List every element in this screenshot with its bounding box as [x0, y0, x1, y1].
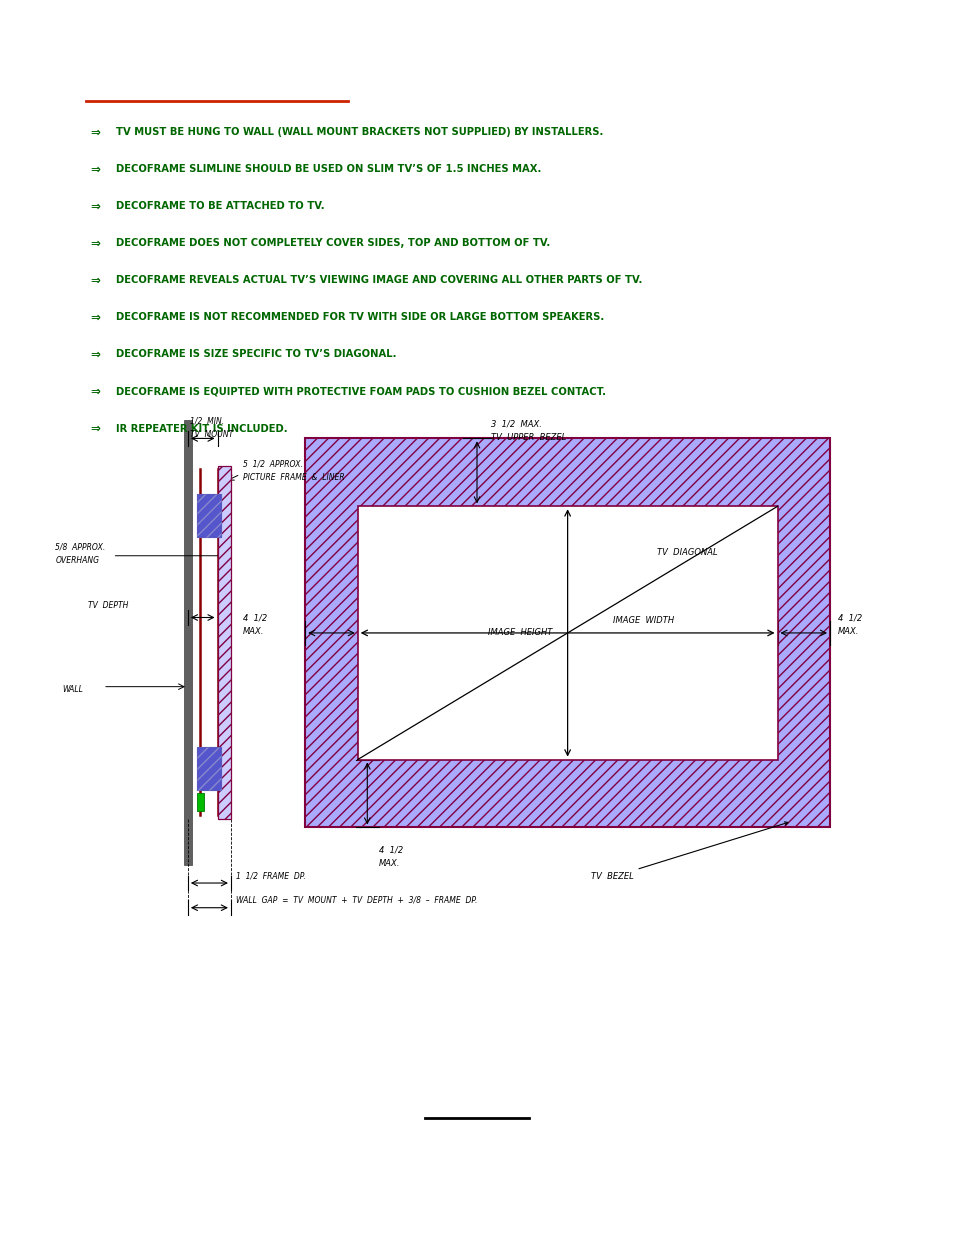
- Text: 5/8  APPROX.: 5/8 APPROX.: [55, 542, 106, 552]
- Text: TV MUST BE HUNG TO WALL (WALL MOUNT BRACKETS NOT SUPPLIED) BY INSTALLERS.: TV MUST BE HUNG TO WALL (WALL MOUNT BRAC…: [116, 127, 603, 137]
- Text: 4  1/2: 4 1/2: [837, 614, 861, 622]
- Text: DECOFRAME TO BE ATTACHED TO TV.: DECOFRAME TO BE ATTACHED TO TV.: [116, 201, 325, 211]
- Bar: [196, 494, 221, 537]
- Bar: [218, 466, 231, 819]
- Text: PICTURE  FRAME  &  LINER: PICTURE FRAME & LINER: [243, 473, 345, 483]
- Text: TV  MOUNT: TV MOUNT: [190, 430, 233, 440]
- Text: ⇒: ⇒: [91, 126, 100, 138]
- Text: ⇒: ⇒: [91, 237, 100, 249]
- Text: 3  1/2  MAX.: 3 1/2 MAX.: [491, 419, 541, 429]
- Text: DECOFRAME SLIMLINE SHOULD BE USED ON SLIM TV’S OF 1.5 INCHES MAX.: DECOFRAME SLIMLINE SHOULD BE USED ON SLI…: [116, 164, 541, 174]
- Bar: [196, 494, 221, 537]
- Text: ⇒: ⇒: [91, 274, 100, 287]
- Text: 5  1/2  APPROX.: 5 1/2 APPROX.: [243, 459, 303, 469]
- Bar: [196, 747, 221, 790]
- Text: TV  DIAGONAL: TV DIAGONAL: [656, 548, 717, 557]
- Text: IR REPEATER KIT IS INCLUDED.: IR REPEATER KIT IS INCLUDED.: [116, 424, 288, 433]
- Text: 1/2  MIN.: 1/2 MIN.: [190, 416, 224, 426]
- Text: MAX.: MAX.: [378, 858, 399, 868]
- Text: IMAGE  WIDTH: IMAGE WIDTH: [613, 616, 674, 625]
- Text: TV  DEPTH: TV DEPTH: [88, 600, 128, 610]
- Text: ⇒: ⇒: [91, 163, 100, 175]
- Text: WALL  GAP  =  TV  MOUNT  +  TV  DEPTH  +  3/8  –  FRAME  DP.: WALL GAP = TV MOUNT + TV DEPTH + 3/8 – F…: [235, 895, 476, 905]
- Bar: [184, 420, 192, 864]
- Text: MAX.: MAX.: [243, 627, 264, 636]
- Text: 4  1/2: 4 1/2: [243, 614, 267, 622]
- Text: DECOFRAME REVEALS ACTUAL TV’S VIEWING IMAGE AND COVERING ALL OTHER PARTS OF TV.: DECOFRAME REVEALS ACTUAL TV’S VIEWING IM…: [116, 275, 642, 285]
- Text: DECOFRAME IS SIZE SPECIFIC TO TV’S DIAGONAL.: DECOFRAME IS SIZE SPECIFIC TO TV’S DIAGO…: [116, 350, 396, 359]
- Text: IMAGE  HEIGHT: IMAGE HEIGHT: [487, 629, 552, 637]
- Text: 4  1/2: 4 1/2: [378, 845, 402, 855]
- Text: ⇒: ⇒: [91, 422, 100, 435]
- Bar: [357, 506, 777, 760]
- Text: OVERHANG: OVERHANG: [55, 556, 99, 566]
- Text: DECOFRAME IS EQUIPTED WITH PROTECTIVE FOAM PADS TO CUSHION BEZEL CONTACT.: DECOFRAME IS EQUIPTED WITH PROTECTIVE FO…: [116, 387, 606, 396]
- Text: DECOFRAME DOES NOT COMPLETELY COVER SIDES, TOP AND BOTTOM OF TV.: DECOFRAME DOES NOT COMPLETELY COVER SIDE…: [116, 238, 550, 248]
- Text: 1  1/2  FRAME  DP.: 1 1/2 FRAME DP.: [235, 871, 305, 881]
- Text: TV  BEZEL: TV BEZEL: [591, 821, 787, 882]
- Bar: [305, 438, 829, 827]
- Text: ⇒: ⇒: [91, 385, 100, 398]
- Bar: [196, 793, 204, 811]
- Text: ⇒: ⇒: [91, 200, 100, 212]
- Text: WALL: WALL: [62, 684, 83, 694]
- Text: MAX.: MAX.: [837, 627, 858, 636]
- Text: ⇒: ⇒: [91, 348, 100, 361]
- Text: TV  UPPER  BEZEL: TV UPPER BEZEL: [491, 432, 566, 442]
- Bar: [196, 747, 221, 790]
- Text: ⇒: ⇒: [91, 311, 100, 324]
- Text: DECOFRAME IS NOT RECOMMENDED FOR TV WITH SIDE OR LARGE BOTTOM SPEAKERS.: DECOFRAME IS NOT RECOMMENDED FOR TV WITH…: [116, 312, 604, 322]
